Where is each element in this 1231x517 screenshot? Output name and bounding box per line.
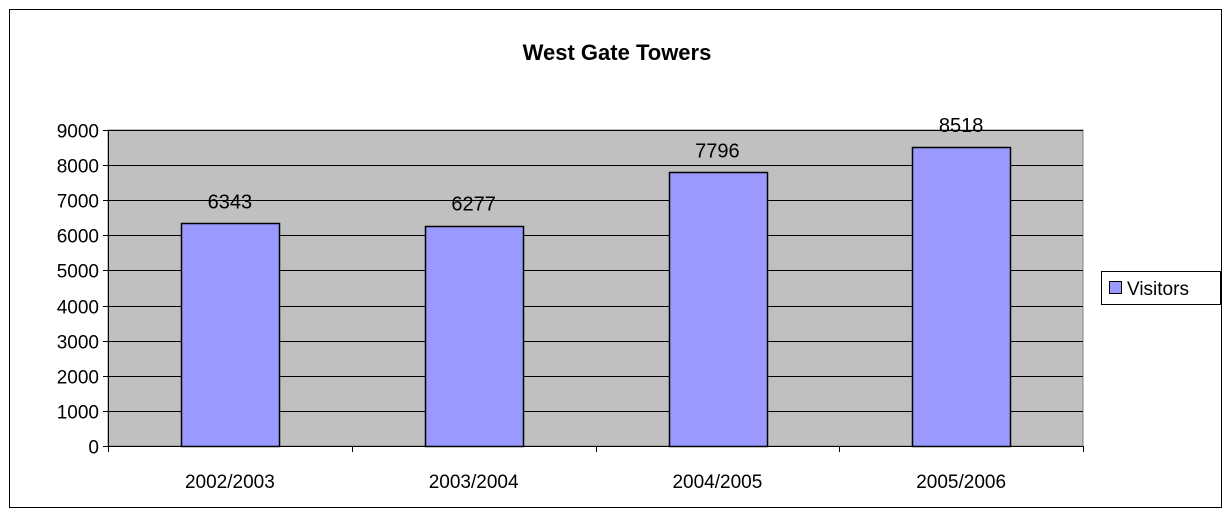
chart-title: West Gate Towers bbox=[523, 40, 712, 65]
y-tick-label: 5000 bbox=[57, 262, 99, 283]
bar bbox=[180, 222, 281, 448]
y-tick-label: 0 bbox=[88, 438, 99, 459]
y-axis: 0 1000 2000 3000 4000 5000 6000 7000 8000 9000 bbox=[57, 122, 109, 459]
data-label: 6277 bbox=[451, 194, 496, 216]
y-tick-label: 1000 bbox=[57, 403, 99, 424]
y-tick-label: 2000 bbox=[57, 368, 99, 389]
bar bbox=[424, 225, 525, 448]
data-label: 6343 bbox=[208, 191, 253, 213]
y-tick-label: 6000 bbox=[57, 227, 99, 248]
y-tick-label: 7000 bbox=[57, 192, 99, 213]
bars bbox=[180, 146, 1012, 448]
x-tick-label: 2004/2005 bbox=[672, 472, 762, 493]
x-axis: 2002/2003 2003/2004 2004/2005 2005/2006 bbox=[108, 446, 1084, 493]
data-labels: 6343 6277 7796 8518 bbox=[208, 115, 984, 216]
bar bbox=[911, 146, 1012, 448]
x-tick-label: 2002/2003 bbox=[185, 472, 275, 493]
y-tick-label: 8000 bbox=[57, 157, 99, 178]
y-tick-label: 4000 bbox=[57, 298, 99, 319]
data-label: 8518 bbox=[939, 115, 984, 137]
legend-label: Visitors bbox=[1127, 279, 1189, 300]
legend-swatch bbox=[1109, 281, 1122, 294]
y-tick-label: 9000 bbox=[57, 122, 99, 143]
x-tick-label: 2005/2006 bbox=[916, 472, 1006, 493]
bar bbox=[668, 171, 769, 448]
x-tick-label: 2003/2004 bbox=[429, 472, 519, 493]
data-label: 7796 bbox=[695, 140, 740, 162]
y-tick-label: 3000 bbox=[57, 333, 99, 354]
legend: Visitors bbox=[1101, 271, 1221, 305]
